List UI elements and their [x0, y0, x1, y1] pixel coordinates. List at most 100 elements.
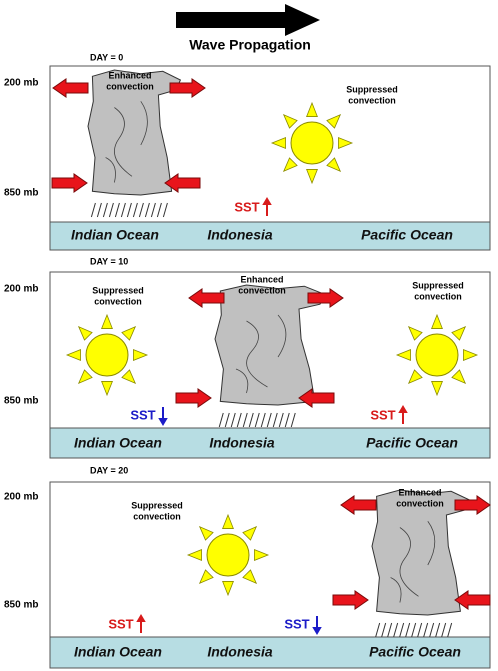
convection-label: Enhanced — [240, 274, 283, 284]
rain — [156, 202, 162, 218]
day-label: DAY = 20 — [90, 465, 128, 475]
cloud — [87, 69, 182, 196]
wind-arrow — [454, 495, 491, 515]
rain — [417, 622, 423, 638]
sun-ray — [242, 569, 258, 585]
rain — [423, 622, 429, 638]
rain — [254, 412, 260, 428]
sun-ray — [65, 349, 81, 361]
region-label: Pacific Ocean — [366, 435, 458, 451]
rain — [120, 202, 126, 218]
sun-ray — [326, 113, 342, 129]
sun-ray — [395, 349, 411, 361]
region-label: Indian Ocean — [71, 227, 159, 243]
rain — [162, 202, 168, 218]
sun-ray — [282, 113, 298, 129]
region-label: Indian Ocean — [74, 435, 162, 451]
sun-ray — [101, 313, 113, 329]
wind-arrow — [52, 78, 89, 98]
pressure-level: 850 mb — [4, 600, 38, 611]
convection-label: Suppressed — [131, 500, 183, 510]
ocean-bar — [49, 427, 491, 459]
rain — [266, 412, 272, 428]
ocean-bar — [49, 221, 491, 251]
cloud-texture — [235, 314, 287, 394]
pressure-level: 850 mb — [4, 188, 38, 199]
pressure-level: 200 mb — [4, 78, 38, 89]
rain — [132, 202, 138, 218]
convection-label: Enhanced — [108, 70, 151, 80]
rain — [411, 622, 417, 638]
rain — [399, 622, 405, 638]
sun-ray — [451, 325, 467, 341]
rain — [126, 202, 132, 218]
sst-arrow — [136, 614, 146, 633]
sun — [85, 333, 129, 377]
sun-ray — [222, 581, 234, 597]
wind-arrow — [169, 78, 206, 98]
rain — [150, 202, 156, 218]
sst-arrow — [262, 197, 272, 216]
rain — [441, 622, 447, 638]
rain — [405, 622, 411, 638]
sst-arrow — [312, 616, 322, 635]
sst-label: SST — [370, 407, 395, 422]
wind-arrow — [307, 288, 344, 308]
sst-arrow — [398, 405, 408, 424]
sun-ray — [77, 325, 93, 341]
ocean-bar — [49, 636, 491, 669]
region-label: Pacific Ocean — [361, 227, 453, 243]
sun-ray — [431, 381, 443, 397]
propagation-arrow — [176, 4, 320, 36]
wind-arrow — [340, 495, 377, 515]
rain — [248, 412, 254, 428]
convection-label: convection — [133, 511, 181, 521]
rain — [381, 622, 387, 638]
rain — [435, 622, 441, 638]
convection-label: convection — [396, 498, 444, 508]
sun-ray — [242, 525, 258, 541]
wind-arrow — [298, 388, 335, 408]
convection-label: convection — [348, 95, 396, 105]
sun — [290, 121, 334, 165]
pressure-level: 850 mb — [4, 396, 38, 407]
wind-arrow — [454, 590, 491, 610]
pressure-level: 200 mb — [4, 284, 38, 295]
rain — [144, 202, 150, 218]
rain — [114, 202, 120, 218]
wind-arrow — [332, 590, 369, 610]
region-label: Pacific Ocean — [369, 644, 461, 660]
cloud — [214, 284, 327, 406]
sun-ray — [254, 549, 270, 561]
sun-ray — [186, 549, 202, 561]
rain — [278, 412, 284, 428]
rain — [387, 622, 393, 638]
sun-ray — [431, 313, 443, 329]
rain — [90, 202, 96, 218]
rain — [284, 412, 290, 428]
day-label: DAY = 0 — [90, 52, 123, 62]
rain — [393, 622, 399, 638]
convection-label: convection — [106, 81, 154, 91]
rain — [447, 622, 453, 638]
sun-ray — [326, 157, 342, 173]
sst-label: SST — [108, 616, 133, 631]
rain — [429, 622, 435, 638]
day-label: DAY = 10 — [90, 256, 128, 266]
rain — [290, 412, 296, 428]
sun-ray — [407, 369, 423, 385]
rain — [375, 622, 381, 638]
sun-ray — [282, 157, 298, 173]
wind-arrow — [164, 173, 201, 193]
pressure-level: 200 mb — [4, 492, 38, 503]
sun-ray — [121, 325, 137, 341]
rain — [230, 412, 236, 428]
sun-ray — [451, 369, 467, 385]
sun-ray — [101, 381, 113, 397]
region-label: Indonesia — [207, 644, 273, 660]
wind-arrow — [51, 173, 88, 193]
sun-ray — [463, 349, 479, 361]
sun-ray — [198, 569, 214, 585]
cloud-texture — [105, 101, 148, 183]
